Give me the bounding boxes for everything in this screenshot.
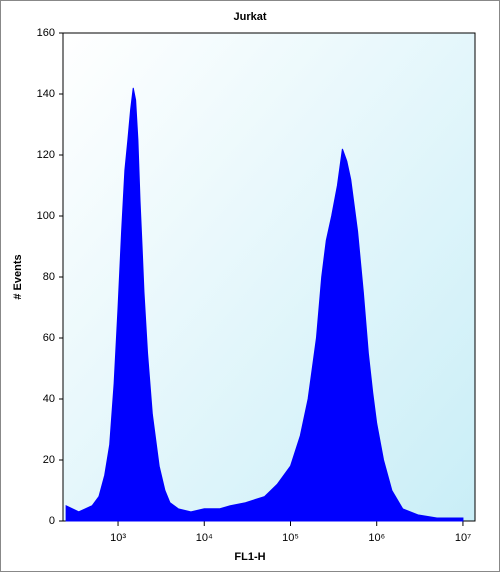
y-tick-label: 120 xyxy=(37,149,55,161)
chart-title: Jurkat xyxy=(233,11,266,23)
x-axis-label: FL1-H xyxy=(234,551,265,563)
y-tick-label: 160 xyxy=(37,27,55,39)
x-tick-label: 10⁷ xyxy=(455,532,471,544)
y-tick-label: 100 xyxy=(37,210,55,222)
x-tick-label: 10³ xyxy=(110,532,126,544)
y-tick-label: 80 xyxy=(43,271,55,283)
x-tick-label: 10⁴ xyxy=(196,532,213,544)
y-tick-label: 40 xyxy=(43,393,55,405)
x-tick-label: 10⁶ xyxy=(368,532,385,544)
y-axis-label: # Events xyxy=(12,254,24,299)
area xyxy=(65,87,464,522)
y-tick-label: 20 xyxy=(43,454,55,466)
y-tick-label: 140 xyxy=(37,88,55,100)
x-tick-label: 10⁵ xyxy=(282,532,299,544)
y-tick-label: 0 xyxy=(49,515,55,527)
y-tick-label: 60 xyxy=(43,332,55,344)
